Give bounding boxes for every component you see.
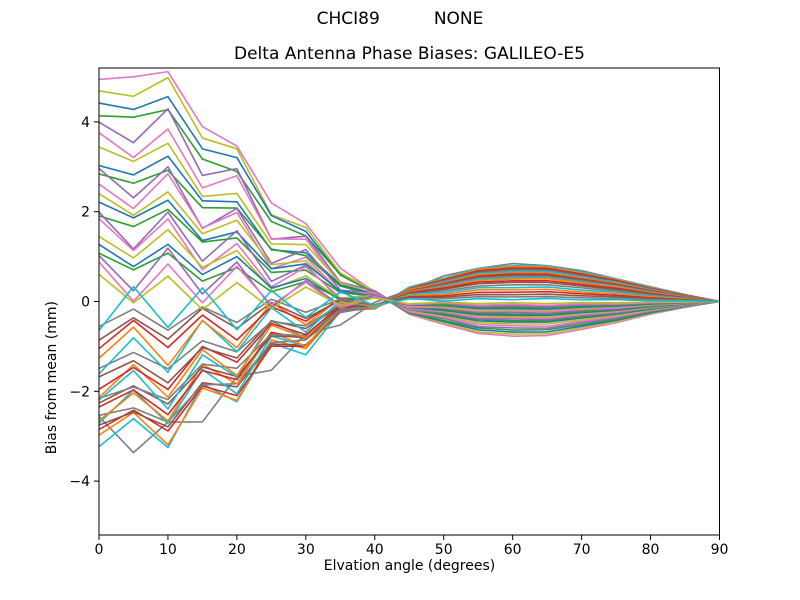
axes-title: Delta Antenna Phase Biases: GALILEO-E5: [234, 44, 585, 64]
x-axis-label: Elvation angle (degrees): [323, 558, 496, 574]
y-tick-label: −4: [69, 474, 90, 490]
y-tick-label: 0: [81, 295, 90, 311]
y-tick-label: −2: [69, 384, 90, 400]
series-lines: [99, 70, 720, 454]
suptitle: CHCI89 NONE: [316, 9, 484, 29]
series-line-27: [99, 279, 720, 391]
x-tick-label: 20: [228, 542, 246, 558]
y-tick-label: 4: [81, 115, 90, 131]
x-tick-label: 10: [159, 542, 177, 558]
x-tick-label: 30: [297, 542, 315, 558]
series-line-35: [99, 288, 720, 367]
series-line-25: [99, 277, 720, 399]
x-tick-label: 0: [95, 542, 104, 558]
x-tick-label: 70: [573, 542, 591, 558]
series-line-42: [99, 273, 720, 311]
series-line-39: [99, 293, 720, 341]
series-line-10: [99, 128, 720, 328]
x-tick-label: 40: [366, 542, 384, 558]
plot-frame: [98, 67, 720, 536]
series-line-43: [99, 285, 720, 331]
series-line-30: [99, 218, 720, 313]
series-line-37: [99, 290, 720, 350]
x-tick-label: 80: [642, 542, 660, 558]
x-tick-label: 50: [435, 542, 453, 558]
y-axis-label-text: Bias from mean (mm): [44, 300, 60, 455]
y-tick-label: 2: [81, 205, 90, 221]
x-tick-label: 60: [504, 542, 522, 558]
series-line-12: [99, 142, 720, 325]
x-tick-label: 90: [711, 542, 729, 558]
